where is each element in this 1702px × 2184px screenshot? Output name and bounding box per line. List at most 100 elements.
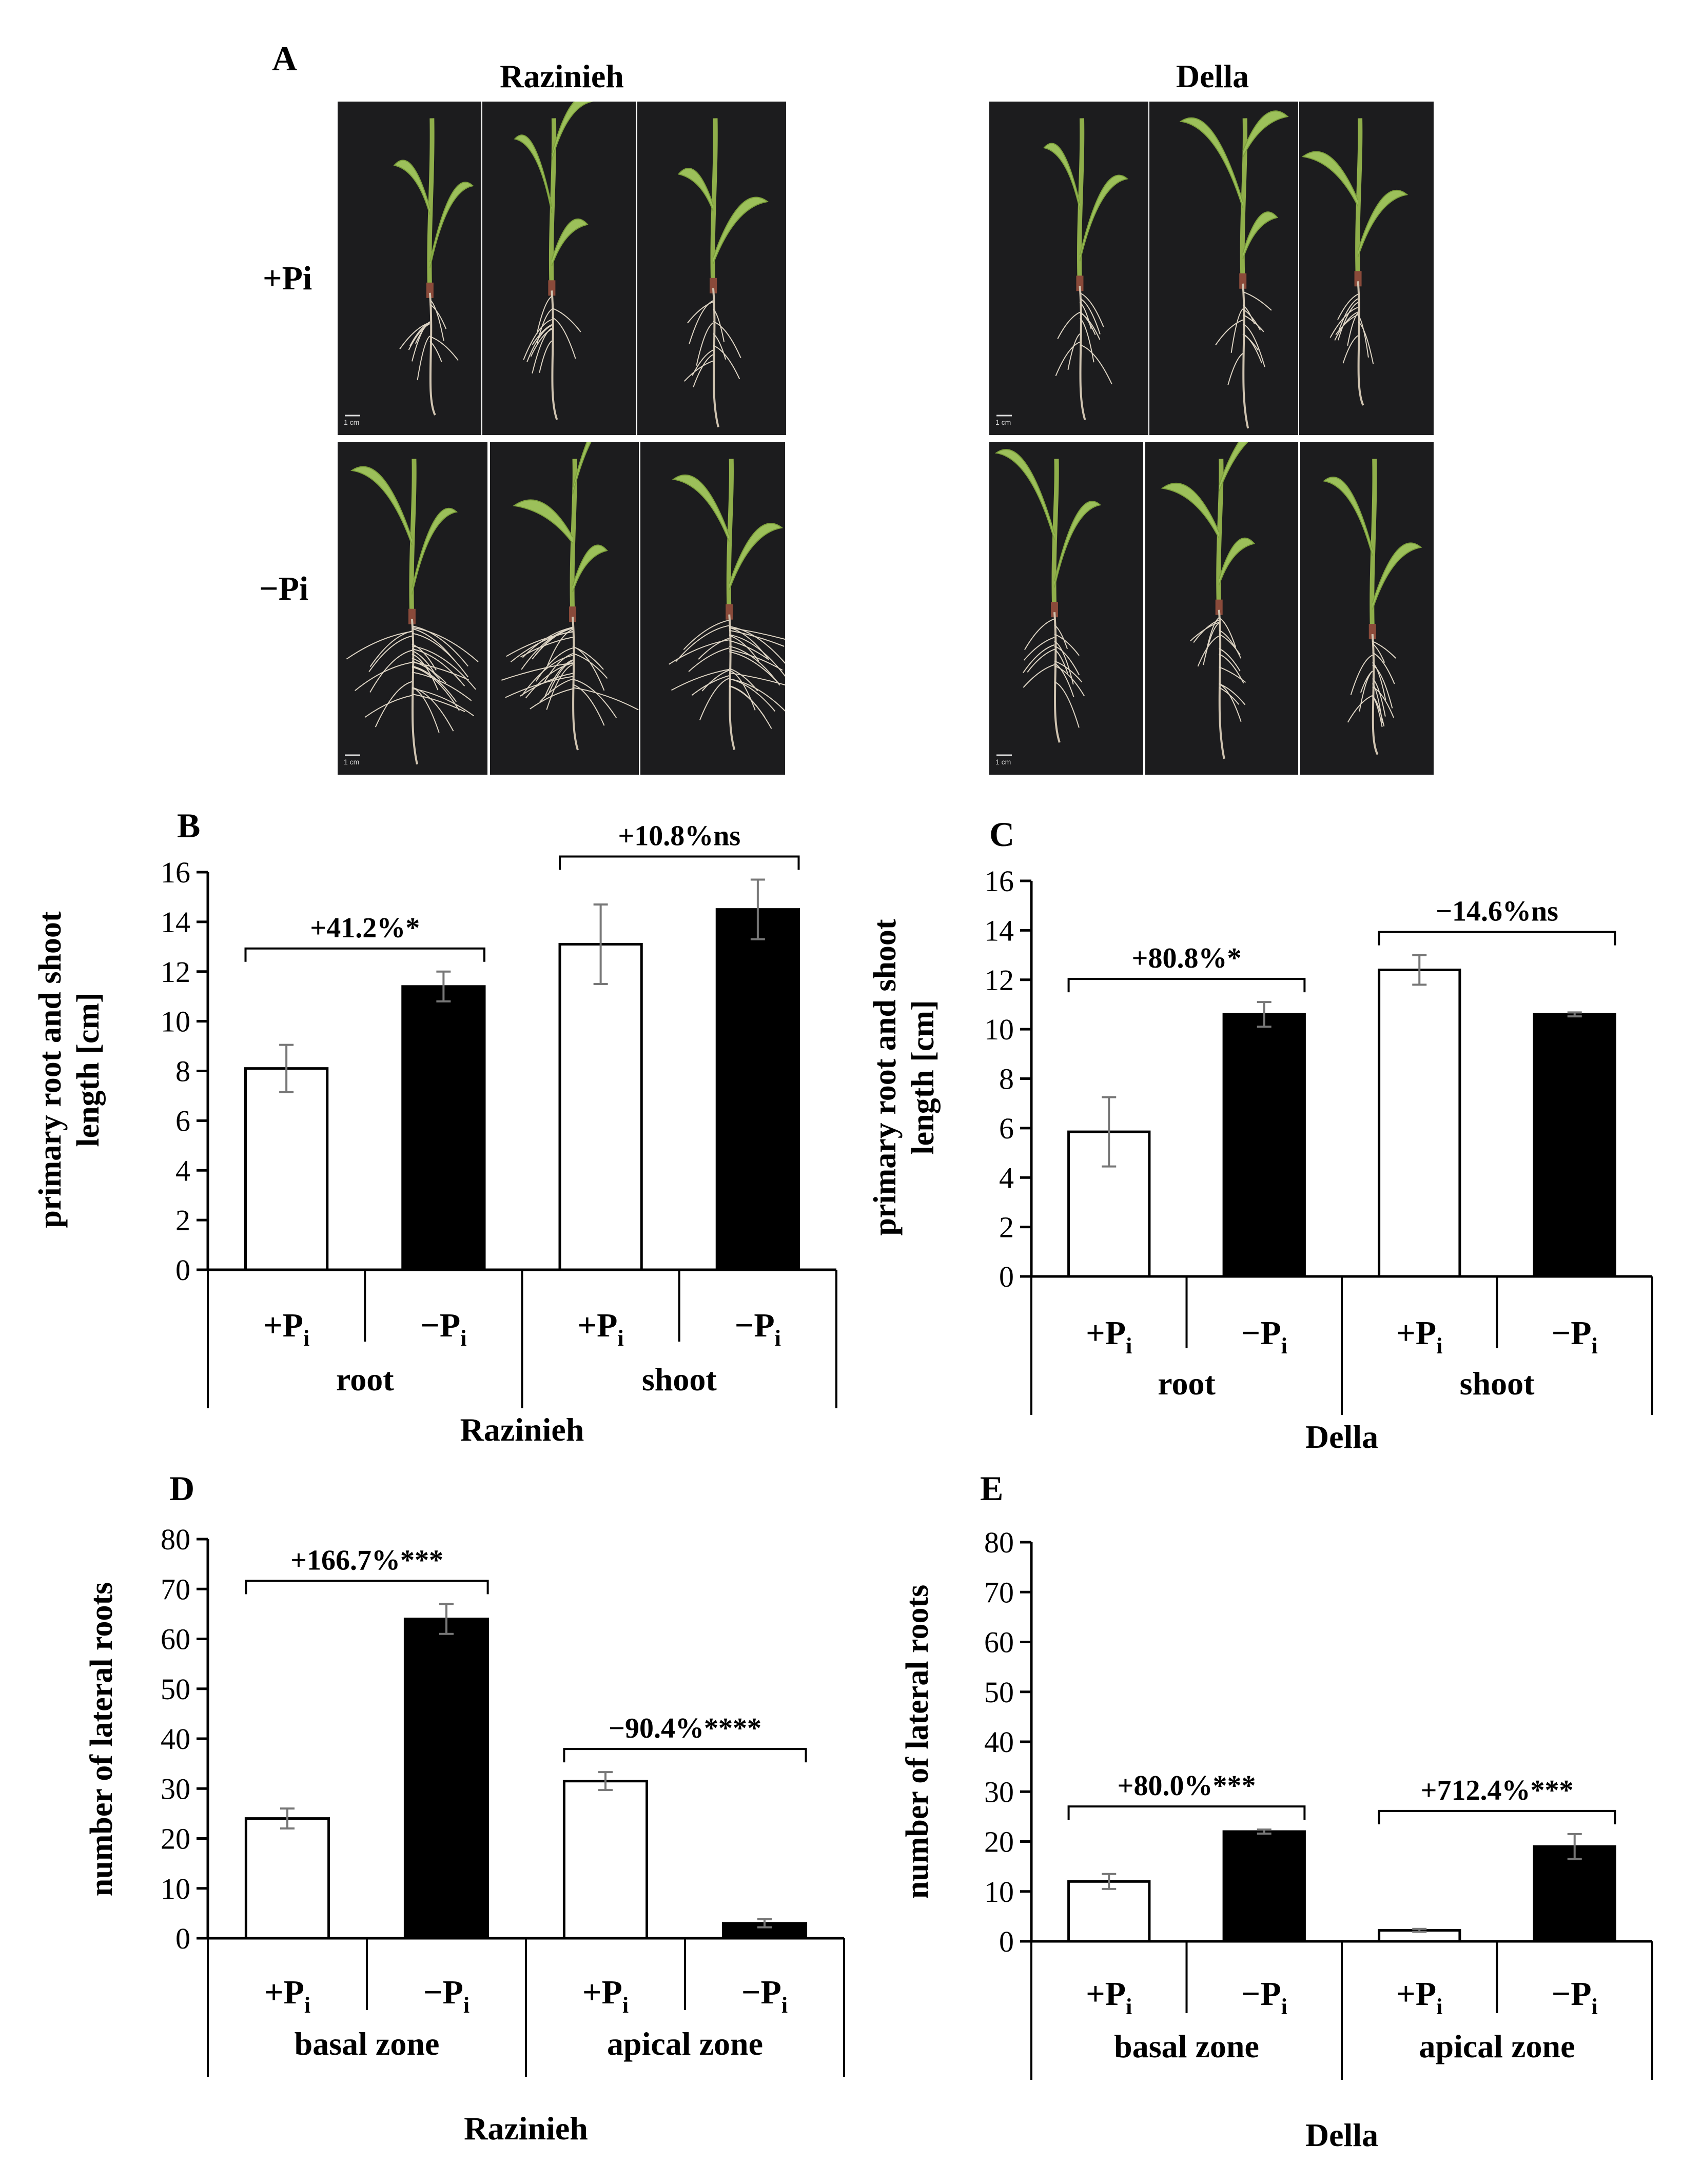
chart-e-group-label: basal zone — [1114, 2028, 1259, 2064]
chart-b-group-label: root — [336, 1361, 394, 1398]
panel-letter-a: A — [272, 39, 298, 78]
seedling-photo: 1 cm — [338, 102, 481, 435]
chart-b-y-tick-label: 14 — [161, 906, 190, 939]
chart-d-y-tick-label: 80 — [161, 1523, 190, 1556]
panel-letter-d: D — [169, 1469, 195, 1508]
chart-c-y-tick-label: 0 — [999, 1260, 1014, 1293]
chart-b-y-tick-label: 2 — [175, 1204, 190, 1237]
chart-d-x-tick-label: −Pi — [741, 1974, 788, 2018]
chart-b-bar — [558, 942, 643, 1271]
chart-d-significance-bracket — [563, 1748, 807, 1763]
chart-b-y-tick-label: 8 — [175, 1055, 190, 1088]
chart-c-y-tick-label: 2 — [999, 1211, 1014, 1244]
chart-d-y-tick-label: 20 — [161, 1822, 190, 1856]
seedling-photo — [1300, 442, 1434, 775]
chart-c-y-tick-label: 14 — [984, 914, 1014, 947]
chart-b-x-tick-label: +Pi — [578, 1307, 624, 1351]
scale-bar-label: 1 cm — [995, 418, 1011, 426]
chart-e-significance-bracket — [1378, 1809, 1616, 1824]
chart-d-x-tick-label: +Pi — [264, 1974, 310, 2018]
chart-d-bar — [562, 1780, 649, 1940]
chart-d-group-label: basal zone — [295, 2025, 440, 2062]
chart-d-y-tick-label: 10 — [161, 1872, 190, 1905]
panel-letter-e: E — [980, 1469, 1004, 1508]
seedling-photo: 1 cm — [989, 442, 1143, 775]
chart-c-bar — [1378, 968, 1461, 1278]
chart-e-annotation: +80.0%*** — [1118, 1770, 1256, 1802]
seedling-photo — [637, 102, 786, 435]
chart-b-group-label: shoot — [642, 1361, 717, 1398]
chart-d-y-axis-label: number of lateral roots — [84, 1582, 119, 1896]
chart-c-annotation: −14.6%ns — [1436, 896, 1558, 928]
chart-e-y-axis-label: number of lateral roots — [900, 1585, 935, 1899]
chart-e-significance-bracket — [1067, 1805, 1306, 1820]
chart-b-y-tick-label: 12 — [161, 955, 190, 989]
chart-d-x-tick-label: −Pi — [423, 1974, 469, 2018]
chart-e-bar — [1533, 1845, 1616, 1943]
chart-d-bar — [403, 1618, 490, 1940]
chart-c-significance-bracket — [1378, 931, 1616, 946]
chart-e-y-tick-label: 60 — [984, 1626, 1014, 1659]
seedling-photo: 1 cm — [338, 442, 487, 775]
chart-d-annotation: +166.7%*** — [290, 1544, 443, 1576]
chart-b-y-tick-label: 10 — [161, 1005, 190, 1038]
chart-e-x-tick-label: −Pi — [1552, 1975, 1598, 2019]
seedling-photo — [1149, 102, 1298, 435]
chart-d-y-tick-label: 50 — [161, 1673, 190, 1706]
chart-b-y-axis-label: primary root and shootlength [cm] — [33, 911, 106, 1228]
scale-bar-label: 1 cm — [344, 758, 359, 766]
chart-e-bar — [1222, 1830, 1306, 1943]
chart-b-annotation: +10.8%ns — [618, 820, 740, 852]
chart-e-x-tick-label: +Pi — [1086, 1975, 1132, 2019]
chart-e-x-tick-label: −Pi — [1241, 1975, 1287, 2019]
chart-b-significance-bracket — [559, 855, 800, 870]
chart-b-x-axis-label: Razinieh — [460, 1411, 584, 1448]
row-label-plus-pi: +Pi — [263, 260, 312, 297]
chart-c-group-label: root — [1158, 1365, 1216, 1402]
chart-e-y-tick-label: 40 — [984, 1725, 1014, 1759]
chart-b-y-tick-label: 6 — [175, 1104, 190, 1137]
seedling-photo — [640, 442, 785, 775]
chart-e-y-tick-label: 0 — [999, 1925, 1014, 1958]
chart-e-bar — [1067, 1880, 1151, 1943]
chart-b-bar — [401, 985, 486, 1271]
seedling-photo: 1 cm — [989, 102, 1148, 435]
panel-letter-c: C — [989, 815, 1015, 854]
chart-e-y-tick-label: 50 — [984, 1676, 1014, 1709]
chart-c-y-tick-label: 16 — [984, 864, 1014, 898]
seedling-photo — [490, 442, 639, 775]
chart-d-x-axis-label: Razinieh — [464, 2110, 588, 2147]
chart-b-y-tick-label: 4 — [175, 1154, 190, 1187]
chart-b-annotation: +41.2%* — [310, 912, 420, 944]
chart-d-y-tick-label: 0 — [175, 1922, 190, 1955]
chart-c-group-label: shoot — [1460, 1365, 1535, 1402]
scale-bar-label: 1 cm — [995, 758, 1011, 766]
row-label-minus-pi: −Pi — [259, 570, 309, 607]
chart-c-y-tick-label: 12 — [984, 963, 1014, 997]
chart-b-bar — [715, 908, 800, 1271]
chart-d-annotation: −90.4%**** — [609, 1713, 761, 1744]
chart-c-x-tick-label: +Pi — [1396, 1314, 1442, 1359]
chart-b-x-tick-label: −Pi — [735, 1307, 781, 1351]
chart-d-y-tick-label: 40 — [161, 1722, 190, 1756]
chart-b-y-tick-label: 16 — [161, 856, 190, 889]
chart-b-y-tick-label: 0 — [175, 1253, 190, 1287]
chart-c-y-tick-label: 8 — [999, 1063, 1014, 1096]
chart-e-y-tick-label: 10 — [984, 1875, 1014, 1908]
chart-b-x-tick-label: −Pi — [420, 1307, 466, 1351]
seedling-photo — [482, 102, 636, 435]
chart-c-bar — [1222, 1013, 1306, 1278]
chart-e-annotation: +712.4%*** — [1421, 1775, 1574, 1806]
chart-c-y-axis-label: primary root and shootlength [cm] — [868, 919, 941, 1236]
chart-d-bar — [244, 1817, 330, 1940]
chart-d-group-label: apical zone — [607, 2025, 763, 2062]
chart-e-x-axis-label: Della — [1305, 2117, 1378, 2153]
chart-b-significance-bracket — [244, 947, 485, 962]
chart-c-y-tick-label: 10 — [984, 1013, 1014, 1046]
chart-c-x-tick-label: −Pi — [1241, 1314, 1287, 1359]
chart-c-y-tick-label: 6 — [999, 1112, 1014, 1145]
chart-e-x-tick-label: +Pi — [1396, 1975, 1442, 2019]
chart-b-bar — [244, 1067, 329, 1271]
panel-letter-b: B — [177, 806, 201, 845]
